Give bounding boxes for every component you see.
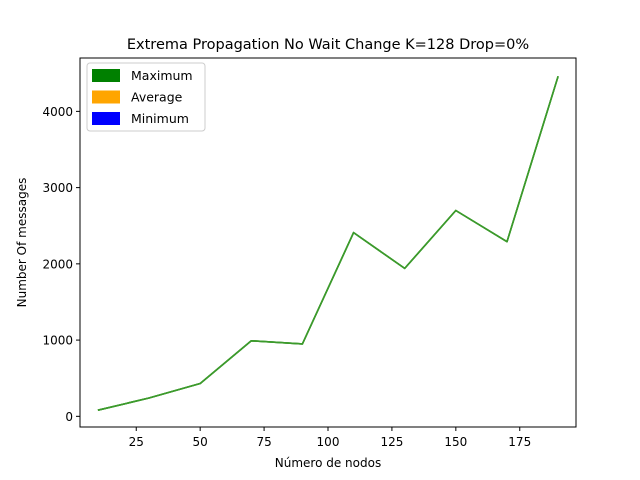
y-tick-label: 0 xyxy=(65,410,73,424)
x-tick-label: 125 xyxy=(380,435,403,449)
y-tick-label: 2000 xyxy=(42,257,73,271)
legend: Maximum Average Minimum xyxy=(86,62,206,132)
x-axis: 25 50 75 100 125 150 175 xyxy=(129,427,531,449)
legend-swatch xyxy=(92,90,120,104)
y-tick-label: 3000 xyxy=(42,181,73,195)
y-axis: 0 1000 2000 3000 4000 xyxy=(42,105,80,424)
x-tick-label: 75 xyxy=(256,435,271,449)
legend-swatch xyxy=(92,69,120,82)
series-lines xyxy=(97,76,559,411)
x-tick-label: 150 xyxy=(444,435,467,449)
legend-label: Minimum xyxy=(131,111,189,126)
chart-title: Extrema Propagation No Wait Change K=128… xyxy=(127,37,529,53)
x-tick-label: 100 xyxy=(317,435,340,449)
y-tick-label: 4000 xyxy=(42,105,73,119)
series-line-minimum xyxy=(97,76,559,411)
legend-swatch xyxy=(92,112,120,125)
legend-label: Average xyxy=(131,90,183,105)
x-tick-label: 175 xyxy=(508,435,531,449)
y-axis-label: Number Of messages xyxy=(15,178,29,308)
x-axis-label: Número de nodos xyxy=(275,456,381,470)
x-tick-label: 50 xyxy=(193,435,208,449)
y-tick-label: 1000 xyxy=(42,334,73,348)
x-tick-label: 25 xyxy=(129,435,144,449)
legend-label: Maximum xyxy=(131,68,193,83)
